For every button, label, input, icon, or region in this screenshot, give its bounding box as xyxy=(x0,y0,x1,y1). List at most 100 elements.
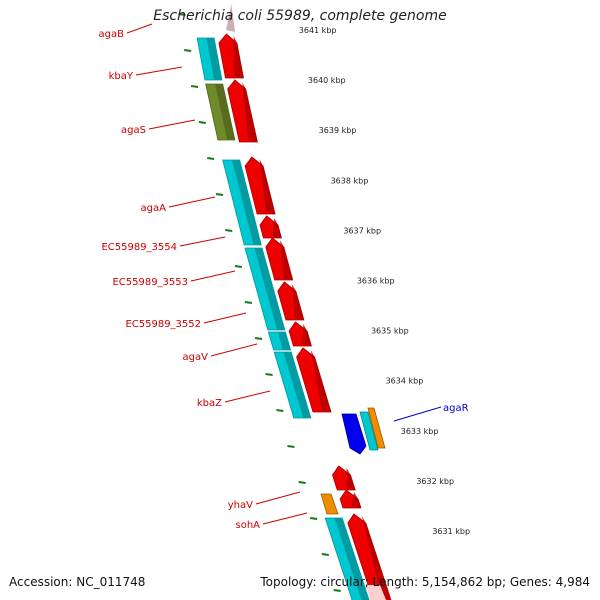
feature-agaR-blue xyxy=(341,413,367,455)
feature-block-kbaY xyxy=(196,37,223,81)
feature-arrow-yhaV xyxy=(339,489,362,509)
gene-label-kbaZ: kbaZ xyxy=(197,398,222,409)
inner-tick-mark xyxy=(298,481,306,484)
gene-label-EC55989_3553: EC55989_3553 xyxy=(112,277,188,288)
feature-block-kbaY-shade xyxy=(206,38,222,80)
scale-tick-label: 3637 kbp xyxy=(343,226,381,235)
gene-label-EC55989_3552: EC55989_3552 xyxy=(125,319,201,330)
feature-arrow-yhaV-shade xyxy=(351,492,361,508)
inner-tick-mark xyxy=(184,49,192,52)
gene-label-agaV: agaV xyxy=(183,352,209,363)
inner-tick-mark xyxy=(333,589,341,592)
feature-block-bottom xyxy=(324,517,370,600)
gene-leader-agaB xyxy=(126,23,153,34)
inner-tick-mark xyxy=(287,445,295,448)
feature-agaR-cyan xyxy=(359,411,379,451)
feature-arrow-kbaZ xyxy=(296,347,332,413)
inner-tick-mark xyxy=(321,553,329,556)
gene-leader-agaR xyxy=(393,406,442,422)
inner-tick-mark xyxy=(178,13,186,16)
gene-leader-agaV xyxy=(210,343,258,357)
map-title: Escherichia coli 55989, complete genome xyxy=(153,8,447,24)
scale-tick-label: 3634 kbp xyxy=(386,377,424,386)
gene-leader-EC55989_3554 xyxy=(179,236,226,247)
scale-tick-label: 3636 kbp xyxy=(357,277,395,286)
feature-block-kbaZ-shade xyxy=(283,352,311,418)
inner-tick-mark xyxy=(310,517,318,520)
feature-arrow-3552 xyxy=(277,281,305,321)
feature-block-bottom-shade xyxy=(334,518,370,600)
feature-block-agaS xyxy=(205,83,236,141)
feature-arrow-kbaY xyxy=(218,33,244,79)
feature-arrow-agaS xyxy=(227,79,258,143)
inner-tick-mark xyxy=(265,373,273,376)
feature-arrow-top xyxy=(226,4,236,32)
feature-arrow-yhaV-top-shade xyxy=(346,468,356,490)
inner-tick-mark xyxy=(276,409,284,412)
gene-leader-sohA xyxy=(262,512,308,525)
gene-label-agaA: agaA xyxy=(141,203,167,214)
scale-tick-label: 3639 kbp xyxy=(319,126,357,135)
feature-arrow-yhaV-top xyxy=(332,465,356,491)
scale-tick-label: 3633 kbp xyxy=(401,427,439,436)
feature-arrow-bottom-shade xyxy=(361,516,391,600)
feature-block-kbaZ xyxy=(273,351,312,419)
gene-label-kbaY: kbaY xyxy=(109,71,134,82)
gene-label-yhaV: yhaV xyxy=(228,500,253,511)
scale-tick-label: 3641 kbp xyxy=(299,26,337,35)
inner-tick-mark xyxy=(254,337,263,340)
inner-tick-mark xyxy=(225,229,233,232)
scale-tick-label: 3632 kbp xyxy=(416,477,454,486)
feature-arrow-agaA-shade xyxy=(259,159,276,214)
feature-block-agaV xyxy=(267,331,292,351)
feature-arrow-3553 xyxy=(265,237,294,281)
inner-tick-mark xyxy=(198,121,206,124)
inner-tick-mark xyxy=(215,193,224,196)
genome-summary-text: Topology: circular; Length: 5,154,862 bp… xyxy=(260,575,590,589)
gene-leader-agaS xyxy=(148,119,196,130)
feature-arrow-kbaZ-shade xyxy=(310,350,331,412)
gene-label-agaS: agaS xyxy=(121,125,146,136)
feature-block-agaS-shade xyxy=(215,84,235,140)
feature-arrow-3554-shade xyxy=(272,218,282,238)
feature-block-agaV-shade xyxy=(277,332,291,350)
feature-arrow-3553-shade xyxy=(280,240,293,280)
gene-leader-EC55989_3552 xyxy=(203,312,247,324)
inner-tick-mark xyxy=(244,301,252,304)
gene-label-EC55989_3554: EC55989_3554 xyxy=(101,242,177,253)
feature-agaR-group xyxy=(341,407,386,455)
feature-arrow-agaV-shade xyxy=(302,324,312,346)
feature-arrow-agaV xyxy=(288,321,312,347)
feature-block-3553-shade xyxy=(254,248,285,330)
scale-tick-label: 3631 kbp xyxy=(432,527,470,536)
gene-leader-yhaV xyxy=(255,491,301,505)
gene-label-agaR: agaR xyxy=(443,403,469,414)
feature-sohA-orange xyxy=(320,493,339,515)
feature-arrow-3552-shade xyxy=(292,284,304,320)
scale-tick-label: 3635 kbp xyxy=(371,327,409,336)
feature-arrow-top-shade xyxy=(226,4,236,32)
feature-block-agaA-shade xyxy=(232,160,262,245)
feature-arrow-bottom xyxy=(347,513,392,600)
inner-tick-mark xyxy=(190,85,199,88)
gene-leader-kbaY xyxy=(135,66,183,76)
scale-tick-label: 3640 kbp xyxy=(308,76,346,85)
gene-label-agaB: agaB xyxy=(99,29,125,40)
feature-arrow-3554 xyxy=(259,215,282,239)
feature-agaR-orange xyxy=(367,407,386,449)
gene-leader-EC55989_3553 xyxy=(190,270,236,282)
gene-label-sohA: sohA xyxy=(235,520,260,531)
gene-leader-kbaZ xyxy=(224,390,271,403)
feature-arrow-agaS-shade xyxy=(242,82,258,142)
inner-tick-mark xyxy=(234,265,243,268)
feature-arrow-kbaY-shade xyxy=(233,36,244,78)
feature-arrow-bottom-fade xyxy=(366,585,386,600)
gene-leader-agaA xyxy=(168,196,216,208)
feature-block-agaA xyxy=(222,159,262,246)
feature-arrow-agaA xyxy=(244,156,276,215)
accession-text: Accession: NC_011748 xyxy=(9,575,146,589)
scale-tick-label: 3638 kbp xyxy=(331,176,369,185)
feature-block-3553 xyxy=(244,247,286,331)
